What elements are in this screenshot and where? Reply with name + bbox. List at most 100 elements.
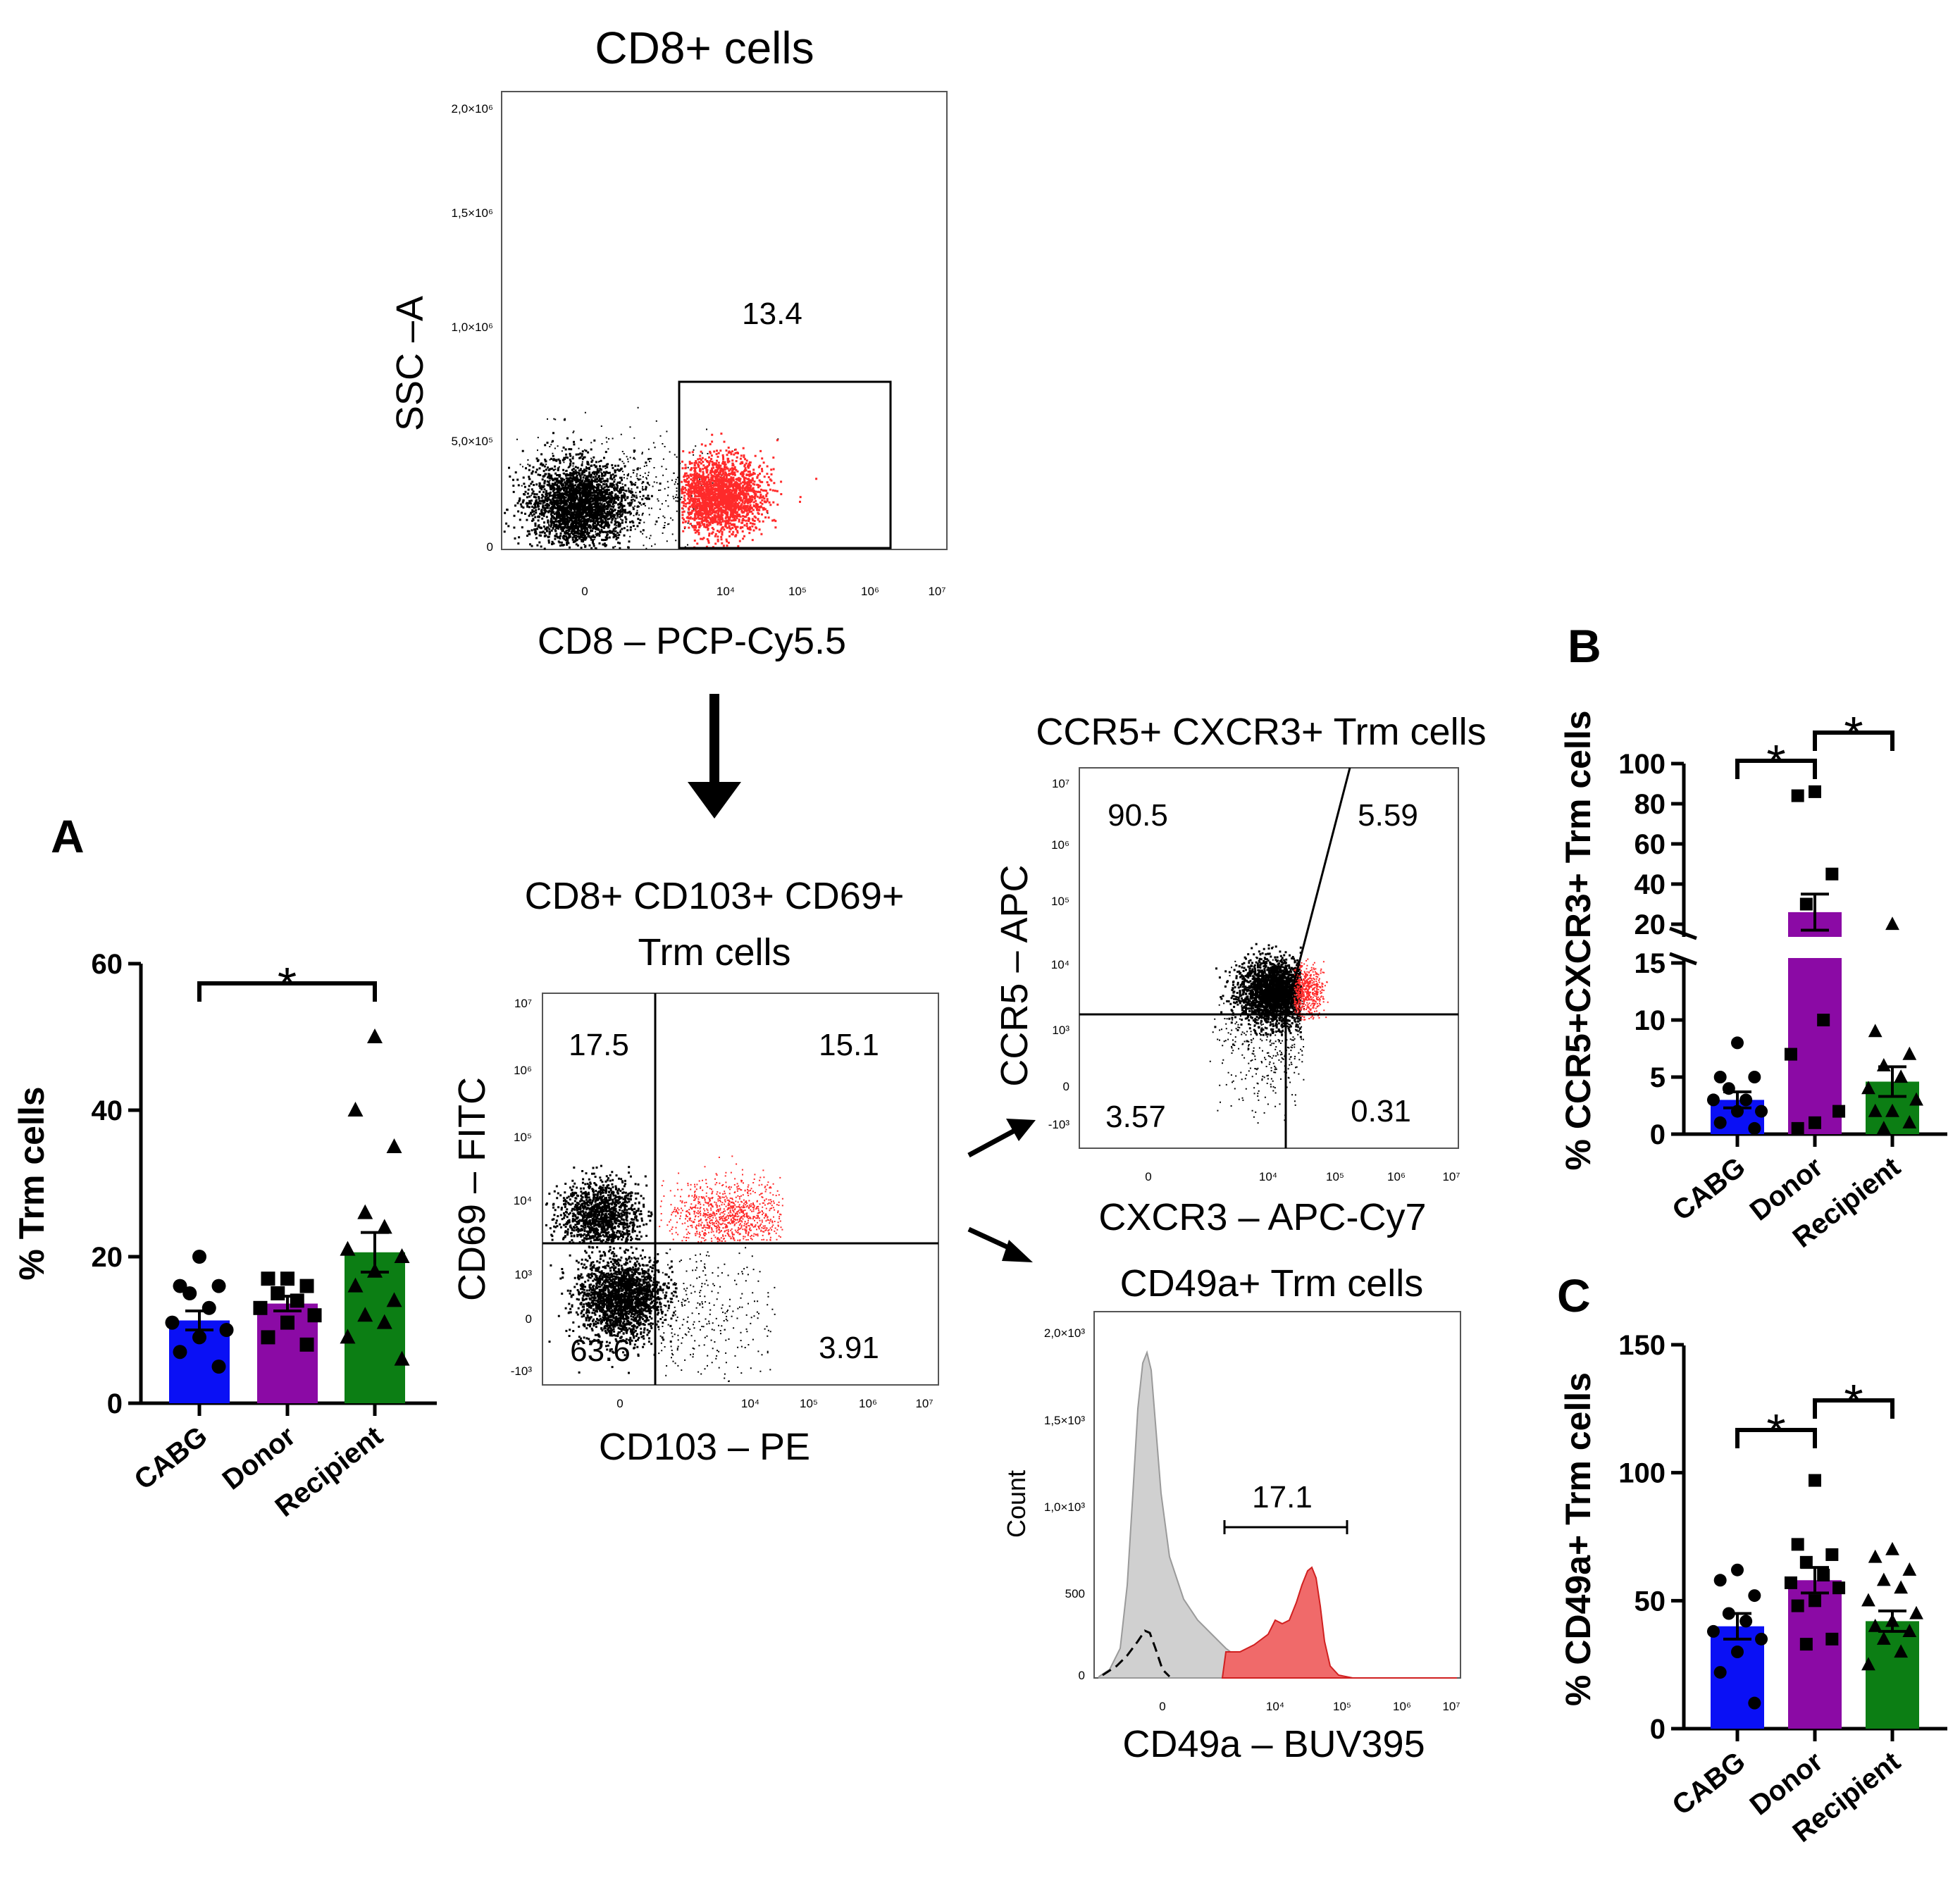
flow-ccr5-ylabel: CCR5 – APC <box>993 864 1036 1086</box>
y-tick-label: 0 <box>1650 1714 1666 1745</box>
data-point <box>173 1345 187 1360</box>
data-point <box>1894 1644 1909 1658</box>
data-point <box>201 1300 216 1315</box>
data-point <box>173 1279 187 1293</box>
flow-trm-xtick: 10⁷ <box>915 1397 933 1410</box>
data-point <box>394 1248 410 1263</box>
flow-ccr5-xtick: 10⁵ <box>1326 1170 1344 1183</box>
axis-break-mark <box>1669 952 1697 966</box>
flow-trm-ylabel: CD69 – FITC <box>451 1077 493 1301</box>
data-point <box>347 1102 364 1117</box>
data-point <box>1817 1014 1830 1026</box>
flow-cd8-xlabel: CD8 – PCP-Cy5.5 <box>538 620 846 662</box>
flow-cd8-gate <box>678 380 892 549</box>
data-point <box>1825 1548 1839 1561</box>
data-point <box>182 1286 197 1300</box>
data-point <box>1755 1105 1768 1118</box>
data-point <box>1876 1572 1891 1586</box>
data-point <box>1791 1538 1804 1551</box>
arrow-down <box>688 694 741 819</box>
data-point <box>1784 1047 1797 1061</box>
data-point <box>1731 1646 1744 1658</box>
axis-break-mark <box>1669 926 1697 940</box>
flow-cd49a-ytick: 0 <box>1079 1669 1085 1682</box>
data-point <box>1894 1069 1909 1083</box>
flow-trm-title-line2: Trm cells <box>638 931 791 974</box>
flow-ccr5-frame <box>1079 767 1459 1149</box>
data-point <box>1809 1474 1821 1487</box>
data-point <box>211 1360 226 1374</box>
flow-cd49a-title: CD49a+ Trm cells <box>1120 1262 1424 1305</box>
data-point <box>1791 1599 1804 1612</box>
significance-bracket <box>1735 759 1817 779</box>
data-point <box>1784 1576 1797 1589</box>
data-point <box>1809 1594 1821 1608</box>
flow-cd49a-ylabel: Count <box>1002 1470 1031 1538</box>
flow-cd49a-plot: CD49a+ Trm cells 2,0×10³ 1,5×10³ 1,0×10³… <box>1002 1262 1461 1765</box>
flow-event-cloud <box>1209 946 1305 1124</box>
flow-cd49a-ytick: 500 <box>1065 1587 1085 1600</box>
data-point <box>1868 1549 1883 1563</box>
flow-cd49a-ytick: 1,5×10³ <box>1044 1414 1085 1427</box>
y-tick-label: 20 <box>92 1242 123 1273</box>
data-point <box>347 1277 364 1293</box>
arrow-to-cd49a <box>967 1226 1033 1262</box>
flow-cd8-ytick: 5,0×10⁵ <box>451 435 493 448</box>
data-point <box>1739 1615 1753 1628</box>
data-point <box>1748 1589 1761 1603</box>
flow-event-cloud <box>681 433 818 549</box>
y-axis-label: % CCR5+CXCR3+ Trm cells <box>1558 710 1598 1170</box>
data-point <box>1713 1574 1727 1587</box>
data-point <box>1706 1624 1720 1638</box>
flow-cd49a-gate <box>1223 1520 1348 1534</box>
panel-label-b: B <box>1568 620 1601 672</box>
x-tick-label: CABG <box>129 1420 213 1495</box>
flow-event-cloud <box>516 406 779 549</box>
flow-trm-ytick: 10⁵ <box>514 1131 532 1144</box>
flow-ccr5-ytick: 10⁷ <box>1052 777 1069 790</box>
y-tick-label: 50 <box>1635 1586 1666 1617</box>
flow-trm-frame <box>542 993 939 1386</box>
flow-cd8-frame <box>501 91 948 550</box>
data-point <box>280 1271 294 1286</box>
flow-ccr5-q-lr: 0.31 <box>1351 1094 1411 1128</box>
data-point <box>367 1028 383 1043</box>
data-point <box>280 1315 294 1330</box>
data-point <box>1706 1093 1720 1107</box>
data-point <box>386 1292 402 1307</box>
flow-trm-ytick: 10³ <box>514 1268 532 1281</box>
flow-trm-xtick: 10⁶ <box>859 1397 877 1410</box>
y-axis-label: % Trm cells <box>12 1086 51 1280</box>
flow-ccr5-events <box>1209 943 1329 1124</box>
flow-cd49a-xtick: 10⁴ <box>1266 1700 1284 1713</box>
flow-cd8-plot: CD8+ cells 2,0×10⁶ 1,5×10⁶ 1,0×10⁶ 5,0×1… <box>389 23 948 662</box>
significance-bracket <box>1813 730 1894 751</box>
flow-cd8-events <box>503 406 818 550</box>
y-tick-label: 100 <box>1618 749 1666 780</box>
flow-cd8-xtick: 0 <box>581 585 588 598</box>
y-tick-label: 0 <box>107 1388 123 1419</box>
flow-trm-events <box>545 1155 783 1382</box>
data-point <box>376 1219 392 1234</box>
data-point <box>1809 785 1821 798</box>
data-point <box>1868 1103 1883 1117</box>
flow-trm-plot: CD8+ CD103+ CD69+ Trm cells 10⁷ 10⁶ 10⁵ … <box>451 875 939 1468</box>
data-point <box>1799 897 1813 911</box>
flow-event-cloud <box>503 418 662 550</box>
x-tick-label: CABG <box>1667 1746 1751 1821</box>
data-point <box>394 1350 410 1366</box>
data-point <box>299 1337 314 1352</box>
significance-star: * <box>1844 1374 1863 1429</box>
y-tick-label: 10 <box>1635 1005 1666 1036</box>
flow-cd49a-xlabel: CD49a – BUV395 <box>1122 1723 1425 1765</box>
flow-trm-yticks: 10⁷ 10⁶ 10⁵ 10⁴ 10³ 0 -10³ <box>511 997 533 1378</box>
flow-ccr5-xtick: 10⁶ <box>1387 1170 1406 1183</box>
y-axis-label: % CD49a+ Trm cells <box>1558 1372 1598 1706</box>
data-point <box>1876 1058 1891 1071</box>
data-point <box>1748 1696 1761 1710</box>
flow-trm-xlabel: CD103 – PE <box>599 1426 810 1468</box>
flow-trm-title-line1: CD8+ CD103+ CD69+ <box>525 875 905 917</box>
data-point <box>340 1329 356 1344</box>
data-point <box>1868 1618 1883 1632</box>
